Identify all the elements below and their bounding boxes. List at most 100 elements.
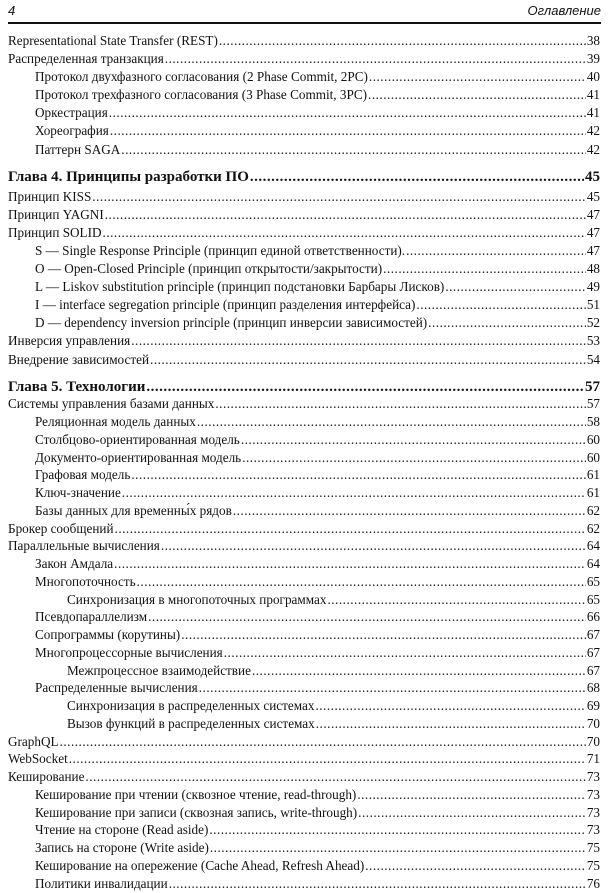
toc-entry[interactable]: Ключ-значение 61	[8, 485, 600, 503]
dot-leader	[241, 432, 586, 448]
toc-entry[interactable]: Документо-ориентированная модель 60	[8, 450, 600, 468]
entry-page-number: 41	[586, 105, 600, 121]
dot-leader	[315, 698, 585, 714]
entry-page-number: 65	[586, 591, 600, 607]
toc-entry[interactable]: Инверсия управления 53	[8, 333, 600, 351]
toc-entry[interactable]: Графовая модель 61	[8, 467, 600, 485]
running-title: Оглавление	[527, 3, 601, 18]
entry-title: Закон Амдала	[35, 556, 114, 572]
entry-page-number: 66	[586, 609, 600, 625]
entry-page-number: 58	[586, 414, 600, 430]
toc-entry[interactable]: Принцип KISS 45	[8, 189, 600, 207]
toc-entry[interactable]: Кеширование на опережение (Cache Ahead, …	[8, 858, 600, 876]
entry-title: WebSocket	[8, 751, 68, 767]
toc-chapter-entry[interactable]: Глава 4. Принципы разработки ПО 45	[8, 169, 600, 189]
entry-title: Хореография	[35, 123, 109, 139]
dot-leader	[416, 297, 585, 313]
toc-entry[interactable]: WebSocket 71	[8, 751, 600, 769]
toc-entry[interactable]: Брокер сообщений 62	[8, 521, 600, 539]
entry-title: Столбцово-ориентированная модель	[35, 431, 240, 447]
entry-page-number: 39	[586, 51, 600, 67]
entry-page-number: 47	[586, 224, 600, 240]
dot-leader	[197, 414, 586, 430]
toc-entry[interactable]: Кеширование при записи (сквозная запись,…	[8, 805, 600, 823]
toc-entry[interactable]: Чтение на стороне (Read aside) 73	[8, 822, 600, 840]
toc-entry[interactable]: D — dependency inversion principle (прин…	[8, 315, 600, 333]
dot-leader	[406, 243, 586, 259]
toc-entry[interactable]: S — Single Response Principle (принцип е…	[8, 243, 600, 261]
toc-entry[interactable]: Принцип SOLID 47	[8, 225, 600, 243]
entry-title: Синхронизация в многопоточных программах	[67, 591, 327, 607]
toc-entry[interactable]: Внедрение зависимостей 54	[8, 352, 600, 370]
entry-page-number: 60	[586, 449, 600, 465]
entry-page-number: 51	[586, 297, 600, 313]
toc-entry[interactable]: Вызов функций в распределенных системах 7…	[8, 716, 600, 734]
toc-entry[interactable]: I — interface segregation principle (при…	[8, 297, 600, 315]
entry-page-number: 57	[585, 378, 600, 395]
entry-title: Ключ-значение	[35, 485, 121, 501]
entry-title: Реляционная модель данных	[35, 414, 196, 430]
toc-entry[interactable]: Синхронизация в распределенных системах 6…	[8, 698, 600, 716]
toc-entry[interactable]: Распределенная транзакция 39	[8, 51, 600, 69]
entry-title: D — dependency inversion principle (прин…	[35, 315, 428, 331]
entry-page-number: 49	[586, 279, 600, 295]
dot-leader	[233, 503, 586, 519]
toc-entry[interactable]: Протокол двухфазного согласования (2 Pha…	[8, 69, 600, 87]
entry-page-number: 73	[586, 786, 600, 802]
dot-leader	[215, 396, 585, 412]
toc-entry[interactable]: Межпроцессное взаимодействие 67	[8, 663, 600, 681]
toc-entry[interactable]: Закон Амдала 64	[8, 556, 600, 574]
toc-entry[interactable]: Синхронизация в многопоточных программах…	[8, 592, 600, 610]
entry-title: Протокол двухфазного согласования (2 Pha…	[35, 69, 368, 85]
entry-page-number: 70	[586, 715, 600, 731]
toc-entry[interactable]: Протокол трехфазного согласования (3 Pha…	[8, 87, 600, 105]
toc-entry[interactable]: Оркестрация 41	[8, 105, 600, 123]
toc-entry[interactable]: Столбцово-ориентированная модель 60	[8, 432, 600, 450]
entry-page-number: 65	[586, 573, 600, 589]
toc-entry[interactable]: L — Liskov substitution principle (принц…	[8, 279, 600, 297]
toc-entry[interactable]: Запись на стороне (Write aside) 75	[8, 840, 600, 858]
entry-title: Принцип SOLID	[8, 224, 102, 240]
toc-entry[interactable]: Кеширование 73	[8, 769, 600, 787]
entry-page-number: 42	[586, 141, 600, 157]
toc-entry[interactable]: Псевдопараллелизм 66	[8, 609, 600, 627]
entry-title: Многопроцессорные вычисления	[35, 644, 223, 660]
entry-title: GraphQL	[8, 733, 59, 749]
entry-title: Параллельные вычисления	[8, 538, 160, 554]
dot-leader	[92, 189, 586, 205]
entry-title: Графовая модель	[35, 467, 131, 483]
toc-entry[interactable]: Распределенные вычисления 68	[8, 680, 600, 698]
toc-entry[interactable]: Многопроцессорные вычисления 67	[8, 645, 600, 663]
toc-entry[interactable]: Системы управления базами данных 57	[8, 396, 600, 414]
toc-chapter-entry[interactable]: Глава 5. Технологии 57	[8, 379, 600, 397]
dot-leader	[105, 207, 586, 223]
toc-entry[interactable]: Реляционная модель данных 58	[8, 414, 600, 432]
toc-entry[interactable]: Многопоточность 65	[8, 574, 600, 592]
toc-entry[interactable]: Принцип YAGNI 47	[8, 207, 600, 225]
dot-leader	[316, 716, 586, 732]
entry-title: Синхронизация в распределенных системах	[67, 698, 315, 714]
entry-page-number: 54	[586, 351, 600, 367]
toc-entry[interactable]: Параллельные вычисления 64	[8, 538, 600, 556]
dot-leader	[114, 556, 586, 572]
entry-title: Кеширование на опережение (Cache Ahead, …	[35, 857, 365, 873]
toc-entry[interactable]: Базы данных для временны́х рядов 62	[8, 503, 600, 521]
toc-entry[interactable]: O — Open-Closed Principle (принцип откры…	[8, 261, 600, 279]
toc-entry[interactable]: Хореография 42	[8, 123, 600, 141]
dot-leader	[161, 538, 586, 554]
toc-entry[interactable]: Кеширование при чтении (сквозное чтение,…	[8, 787, 600, 805]
dot-leader	[358, 805, 586, 821]
entry-page-number: 67	[586, 627, 600, 643]
entry-title: Псевдопараллелизм	[35, 609, 148, 625]
dot-leader	[181, 627, 586, 643]
toc-entry[interactable]: Representational State Transfer (REST) 38	[8, 33, 600, 51]
entry-page-number: 67	[586, 662, 600, 678]
toc-entry[interactable]: Политики инвалидации 76	[8, 876, 600, 893]
entry-title: Межпроцессное взаимодействие	[67, 662, 251, 678]
entry-page-number: 42	[586, 123, 600, 139]
toc-entry[interactable]: GraphQL 70	[8, 734, 600, 752]
toc-entry[interactable]: Паттерн SAGA 42	[8, 142, 600, 160]
toc-entry[interactable]: Сопрограммы (корутины) 67	[8, 627, 600, 645]
dot-leader	[210, 840, 586, 856]
entry-title: L — Liskov substitution principle (принц…	[35, 279, 445, 295]
